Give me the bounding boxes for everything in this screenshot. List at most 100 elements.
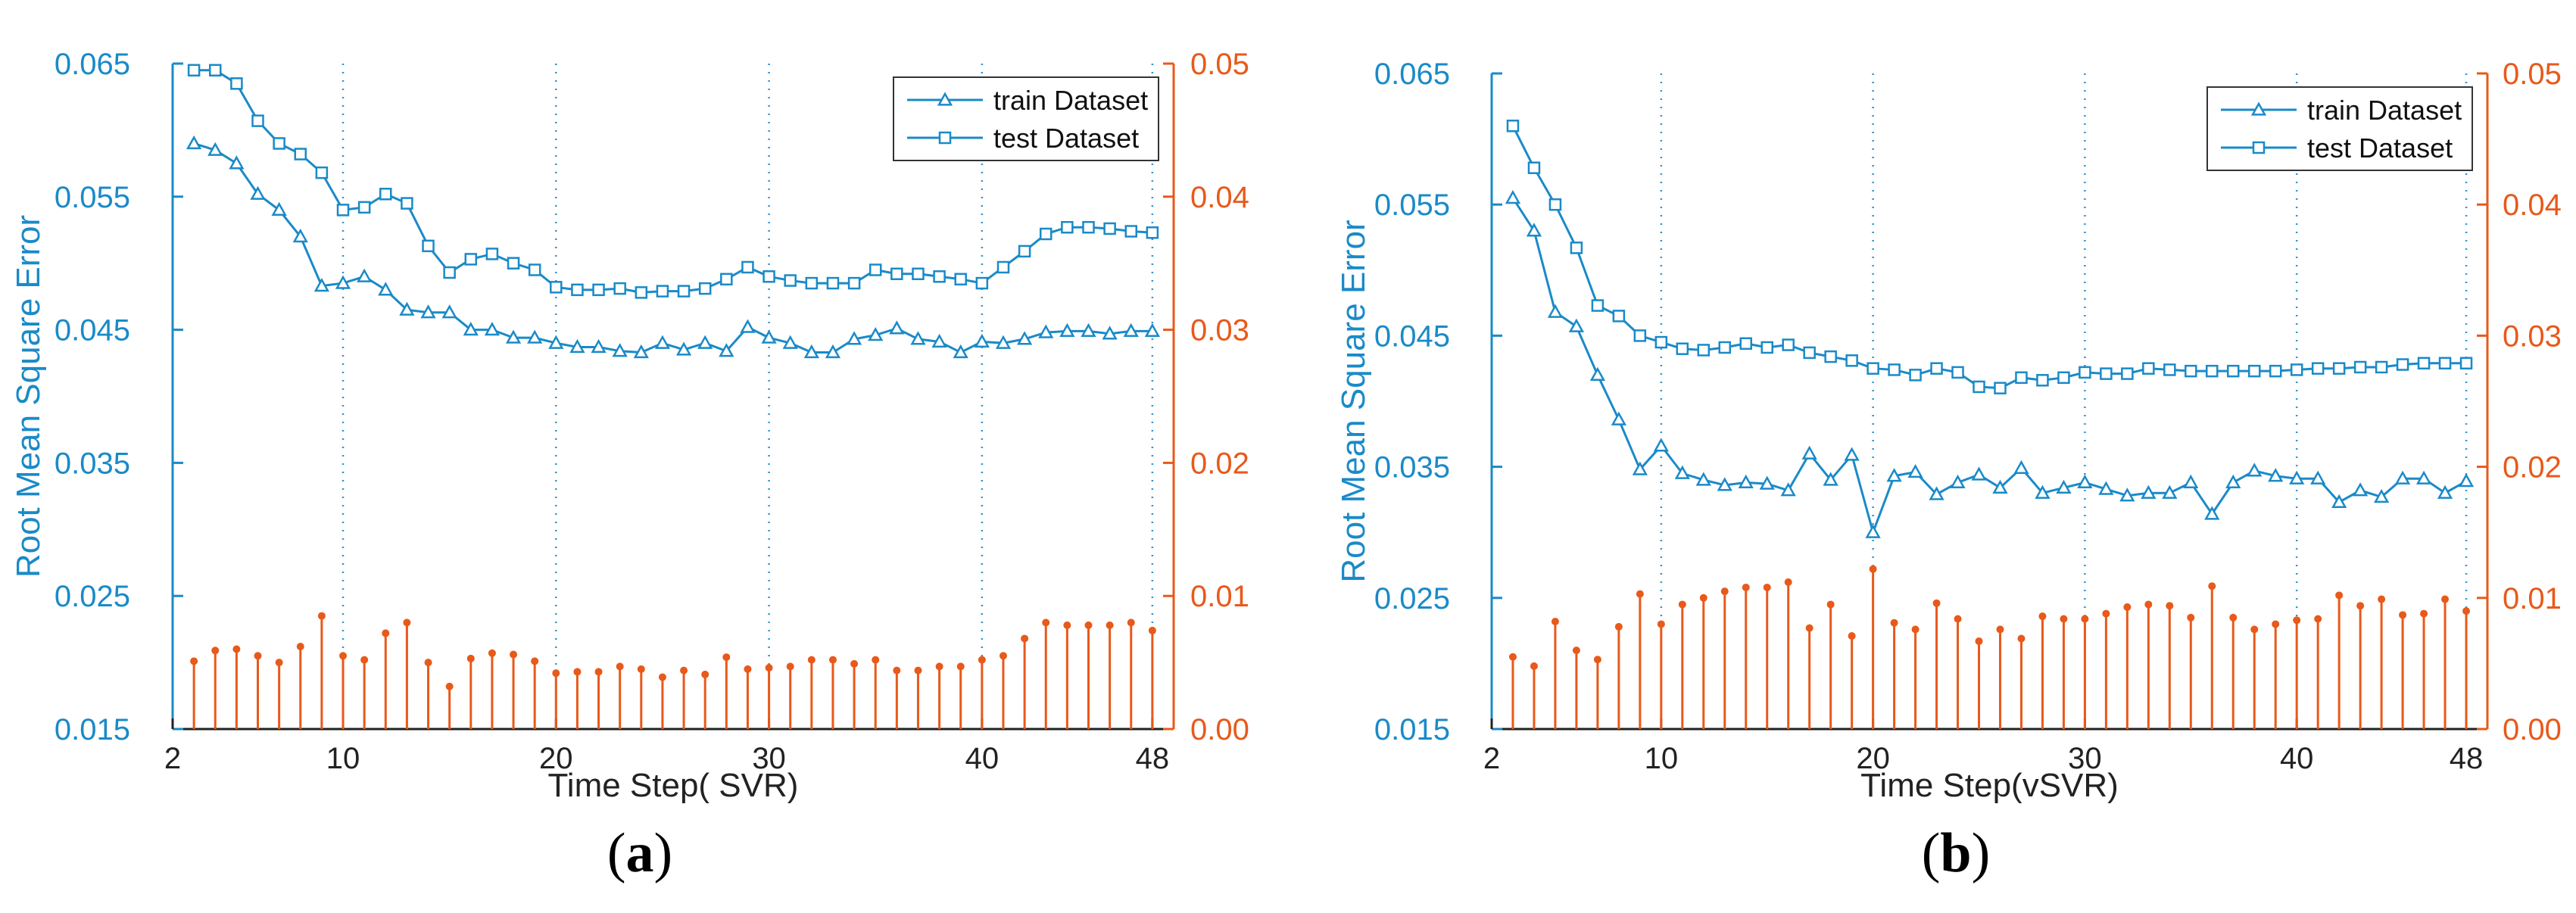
panel-a-legend: train Dataset test Dataset — [893, 76, 1159, 161]
panel-a-y-axis-title: Root Mean Square Error — [10, 215, 47, 578]
panel-b-x-tick-label: 2 — [1483, 742, 1500, 775]
panel-b-test-point — [2227, 364, 2240, 378]
panel-b-x-tick-label: 40 — [2280, 742, 2314, 775]
panel-b-test-point — [1803, 346, 1816, 360]
panel-b-stem-point — [1996, 625, 2004, 634]
panel-a-train-point — [931, 333, 947, 348]
panel-b-train-point — [2141, 485, 2157, 499]
panel-a-train-point — [846, 331, 862, 345]
panel-a-train-point — [1102, 326, 1118, 340]
panel-b-stem-point — [1657, 620, 1665, 628]
panel-b-train-point — [2013, 460, 2029, 474]
panel-b-stem-point — [2208, 582, 2216, 590]
panel-a-stem-point — [466, 654, 475, 662]
panel-b-train-point — [1674, 465, 1690, 479]
panel-b-y-tick-label: 0.045 — [1374, 319, 1450, 353]
panel-a-test-point — [698, 282, 712, 295]
panel-b-test-point — [2396, 358, 2409, 371]
panel-a-train-point — [1081, 323, 1096, 338]
panel-a-stem-point — [744, 665, 752, 673]
panel-b-test-point — [1845, 354, 1858, 367]
panel-b-test-point — [1527, 161, 1541, 174]
panel-b-train-point — [2437, 485, 2453, 499]
panel-b-test-point — [1782, 338, 1795, 351]
panel-a-test-point — [933, 270, 946, 283]
panel-a-test-point — [763, 270, 775, 283]
panel-b-test-point — [1760, 341, 1773, 354]
panel-b-legend-box — [2206, 86, 2473, 171]
panel-a-test-point — [550, 281, 563, 294]
panel-b-x-tick-label: 20 — [1856, 742, 1890, 775]
panel-a-x-axis-title: Time Step( SVR) — [548, 767, 799, 804]
panel-a-train-point — [207, 142, 223, 156]
panel-b-train-point — [1929, 486, 1944, 500]
panel-a-test-point — [1146, 226, 1159, 239]
panel-a-stem-point — [680, 666, 688, 675]
panel-b-stem-point — [2399, 611, 2407, 619]
panel-b-test-point — [2459, 357, 2473, 370]
panel-b-test-point — [1909, 369, 1922, 382]
panel-a-test-point — [912, 267, 925, 281]
panel-b-train-point — [1971, 466, 1987, 481]
panel-b-train-point — [1505, 189, 1521, 204]
panel-a-stem-point — [658, 673, 666, 681]
panel-a-train-point — [484, 322, 501, 336]
panel-b-train-point — [2162, 485, 2178, 499]
panel-a-test-point — [635, 286, 648, 299]
panel-a-test-point — [890, 267, 903, 281]
panel-b-x-axis-title: Time Step(vSVR) — [1860, 767, 2119, 804]
panel-a-test-point — [975, 276, 989, 290]
panel-b-train-point — [2394, 470, 2411, 485]
panel-a-train-point — [803, 344, 819, 359]
panel-a-test-point — [336, 204, 350, 217]
panel-a-test-point — [357, 201, 371, 214]
panel-b-train-point — [2077, 474, 2093, 489]
panel-a-train-point — [1144, 323, 1160, 338]
panel-b-test-point — [1867, 362, 1879, 375]
panel-b-stem-point — [1508, 653, 1517, 661]
panel-a-test-point — [1103, 222, 1116, 235]
panel-b-test-point — [2438, 357, 2452, 370]
panel-b-stem-point — [2420, 609, 2428, 618]
panel-b-stem-point — [1869, 565, 1877, 573]
panel-a-train-point — [1059, 323, 1075, 338]
panel-b-stem-point — [2441, 595, 2450, 603]
panel-b-test-point — [1506, 120, 1520, 132]
panel-b-legend-label: test Dataset — [2307, 132, 2453, 164]
panel-b-x-tick-label: 48 — [2450, 742, 2484, 775]
panel-a-legend-label: test Dataset — [993, 123, 1139, 154]
panel-a-test-point — [528, 263, 541, 276]
panel-a-test-point — [315, 166, 329, 179]
panel-b-test-point — [2332, 362, 2346, 375]
panel-b-test-point — [1824, 350, 1837, 363]
panel-b-stem-point — [1890, 619, 1898, 627]
panel-b-train-point — [1759, 475, 1775, 490]
panel-a-train-point — [378, 282, 394, 296]
panel-a-test-point — [379, 188, 392, 201]
panel-a-stem-point — [616, 662, 624, 671]
panel-a-stem-point — [1063, 621, 1071, 629]
panel-a-x-tick-label: 2 — [164, 742, 181, 775]
panel-a-train-point — [505, 329, 522, 344]
panel-a-stem-point — [254, 652, 262, 660]
panel-a-train-point — [782, 335, 798, 349]
panel-a-stem-point — [190, 657, 198, 665]
panel-b-train-point — [2247, 463, 2263, 477]
panel-a-test-point — [656, 285, 669, 298]
panel-b-train-point — [1589, 366, 1606, 382]
panel-a-test-point — [720, 273, 733, 286]
panel-b-y-tick-label: 0.065 — [1374, 58, 1450, 91]
panel-b-test-point — [1739, 337, 1752, 351]
panel-b-stem-point — [2123, 603, 2132, 611]
panel-a-y2-tick-label: 0.01 — [1190, 580, 1249, 613]
panel-a-x-tick-label: 10 — [326, 742, 360, 775]
panel-b-train-point — [1568, 318, 1585, 332]
panel-b-train-point — [2056, 479, 2072, 494]
panel-b-test-point — [2079, 366, 2091, 379]
panel-b-train-point — [2353, 482, 2369, 497]
panel-b-test-point — [2375, 360, 2388, 374]
panel-b-test-point — [2206, 364, 2219, 378]
panel-a-train-point — [889, 320, 905, 335]
panel-b-test-point — [1930, 362, 1943, 375]
panel-a-y-tick-label: 0.045 — [55, 314, 130, 347]
